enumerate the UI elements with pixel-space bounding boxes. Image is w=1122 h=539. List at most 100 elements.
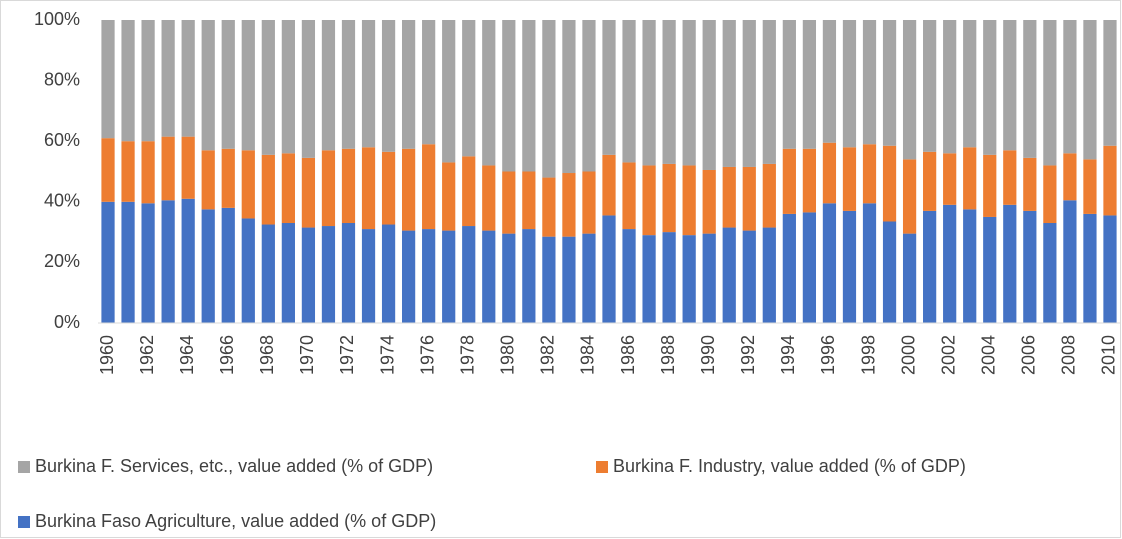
bar-segment: [482, 165, 496, 231]
x-tick-label: 2000: [898, 335, 918, 375]
bar-segment: [963, 209, 977, 323]
bar-segment: [1003, 20, 1017, 151]
bar-segment: [1083, 159, 1097, 214]
bar-segment: [782, 148, 796, 214]
bar-segment: [642, 20, 656, 166]
bar-segment: [943, 204, 957, 323]
bar-segment: [983, 20, 997, 155]
bar-segment: [341, 148, 356, 224]
bar-segment: [1083, 213, 1097, 323]
bar-segment: [642, 235, 656, 323]
bar-segment: [101, 201, 115, 323]
bar-segment: [842, 20, 857, 148]
legend-swatch: [18, 516, 30, 528]
x-tick-label: 1962: [137, 335, 157, 375]
bar-segment: [502, 233, 516, 323]
bar-segment: [101, 138, 115, 202]
x-tick-label: 1990: [698, 335, 718, 375]
bar-segment: [862, 203, 877, 323]
y-tick-label: 100%: [34, 9, 80, 29]
bar-segment: [321, 150, 336, 227]
bar-segment: [902, 20, 917, 160]
y-tick-label: 40%: [44, 191, 80, 211]
bar-segment: [161, 20, 175, 137]
bar-segment: [782, 213, 796, 323]
bar-segment: [682, 20, 696, 166]
bar-segment: [381, 151, 396, 225]
bar-segment: [442, 230, 456, 323]
bar-segment: [582, 20, 596, 172]
bar-segment: [542, 236, 556, 323]
x-tick-label: 2008: [1059, 335, 1079, 375]
bar-segment: [1103, 20, 1117, 146]
bar-segment: [301, 227, 316, 323]
x-tick-label: 1964: [177, 335, 197, 375]
x-tick-label: 1966: [217, 335, 237, 375]
bar-segment: [562, 236, 576, 323]
bar-segment: [401, 230, 416, 323]
bar-segment: [401, 148, 416, 231]
legend-label: Burkina Faso Agriculture, value added (%…: [35, 511, 436, 531]
bar-segment: [902, 159, 917, 234]
bar-segment: [241, 218, 255, 323]
x-tick-label: 1992: [738, 335, 758, 375]
bar-segment: [301, 20, 316, 158]
x-tick-label: 2002: [938, 335, 958, 375]
bar-segment: [221, 20, 235, 149]
bar-segment: [862, 20, 877, 145]
bar-segment: [923, 20, 937, 152]
x-tick-label: 1988: [658, 335, 678, 375]
bar-segment: [822, 20, 837, 143]
bar-segment: [822, 203, 837, 323]
y-tick-label: 0%: [54, 312, 80, 332]
bar-segment: [602, 154, 616, 216]
bar-segment: [1083, 20, 1097, 160]
bar-segment: [1043, 223, 1057, 323]
bar-segment: [381, 224, 396, 323]
bar-segment: [963, 20, 977, 148]
bar-segment: [201, 150, 215, 210]
x-tick-label: 1972: [337, 335, 357, 375]
bar-segment: [762, 163, 776, 228]
bar-segment: [1043, 20, 1057, 166]
bar-segment: [963, 147, 977, 210]
x-tick-label: 1974: [377, 335, 397, 375]
bar-segment: [943, 20, 957, 154]
bar-segment: [682, 165, 696, 236]
bar-segment: [782, 20, 796, 149]
x-tick-label: 1986: [618, 335, 638, 375]
bar-segment: [341, 223, 356, 323]
bar-segment: [802, 148, 817, 213]
bar-segment: [442, 162, 456, 231]
bar-segment: [361, 20, 376, 148]
bar-segment: [261, 154, 275, 225]
bar-segment: [862, 144, 877, 204]
bar-segment: [702, 20, 716, 170]
x-tick-label: 1976: [417, 335, 437, 375]
bar-segment: [602, 215, 616, 323]
bar-segment: [201, 20, 215, 151]
x-tick-label: 1982: [538, 335, 558, 375]
x-tick-label: 2006: [1019, 335, 1039, 375]
bar-segment: [221, 148, 235, 208]
bar-segment: [642, 165, 656, 236]
bar-segment: [241, 20, 255, 151]
bar-segment: [522, 171, 536, 230]
bar-segment: [983, 216, 997, 323]
x-tick-label: 1994: [778, 335, 798, 375]
y-tick-label: 20%: [44, 251, 80, 271]
bar-segment: [141, 203, 155, 323]
bar-segment: [121, 141, 135, 202]
legend-label: Burkina F. Industry, value added (% of G…: [613, 456, 966, 476]
bar-segment: [923, 210, 937, 323]
x-tick-label: 2004: [978, 335, 998, 375]
bar-segment: [842, 210, 857, 323]
bar-segment: [622, 229, 636, 323]
bar-segment: [502, 171, 516, 234]
bar-segment: [1003, 150, 1017, 205]
y-tick-label: 80%: [44, 69, 80, 89]
bar-segment: [201, 209, 215, 323]
bar-segment: [702, 169, 716, 234]
bar-segment: [562, 20, 576, 174]
